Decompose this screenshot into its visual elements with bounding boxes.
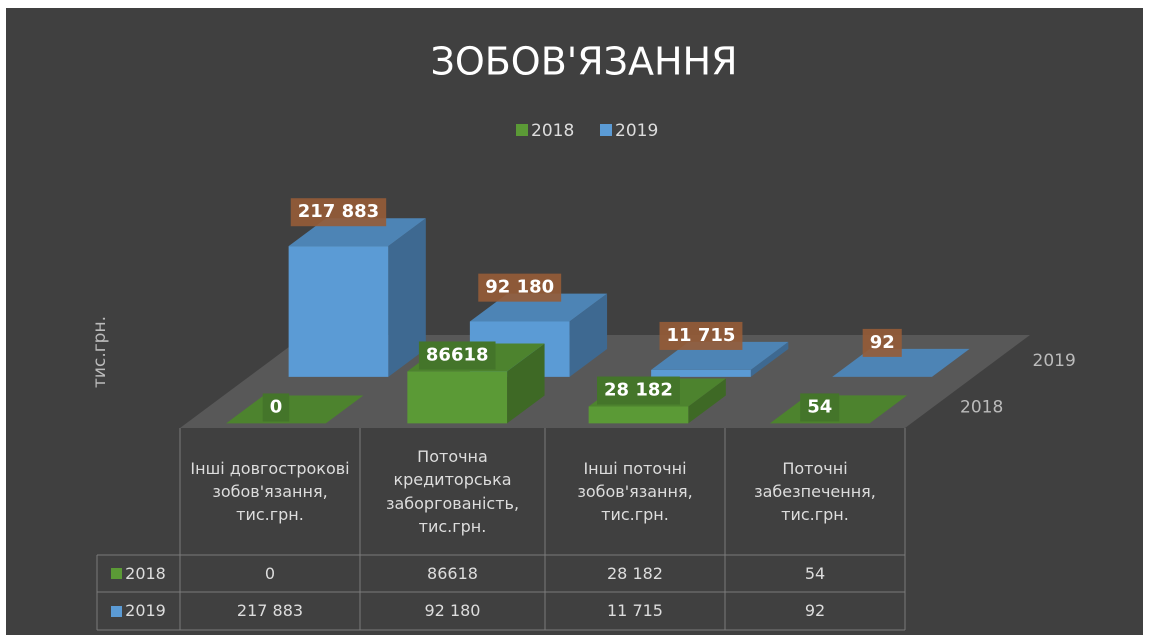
value-label-box: [862, 328, 902, 357]
bar-front: [651, 369, 751, 377]
value-label: 92: [870, 332, 895, 353]
legend-label: 2018: [531, 121, 574, 141]
chart-title: ЗОБОВ'ЯЗАННЯ: [430, 40, 737, 84]
legend-swatch: [516, 124, 528, 136]
y-axis-label: тис.грн.: [90, 316, 110, 388]
bar: [288, 218, 426, 377]
bar-side: [388, 218, 426, 377]
table-cell: 54: [804, 563, 826, 583]
table-header: Поточна кредиторська заборгованість, тис…: [385, 447, 520, 536]
bar-front: [288, 246, 389, 377]
table-row-label: 2018: [97, 555, 180, 592]
table-header: Інші поточні зобов'язання, тис.грн.: [577, 458, 693, 525]
value-label: 54: [807, 396, 832, 417]
value-label-box: [597, 376, 680, 405]
table-row-label: 2019: [97, 592, 180, 630]
table-series-name: 2019: [125, 601, 166, 621]
value-label: 11 715: [667, 325, 736, 346]
depth-label: 2018: [960, 397, 1003, 417]
value-label-box: [290, 198, 387, 227]
bar-side: [750, 341, 789, 377]
table-header: Поточні забезпечення, тис.грн.: [754, 458, 876, 525]
bar-side: [932, 348, 970, 377]
depth-label: 2019: [1033, 351, 1076, 371]
legend-label: 2019: [615, 121, 658, 141]
table-cell: 92 180: [424, 601, 481, 621]
table-cell: 217 883: [236, 601, 304, 621]
table-swatch: [111, 605, 123, 617]
value-label-box: [262, 393, 290, 422]
table-series-name: 2018: [125, 563, 166, 583]
bar-side: [507, 343, 545, 424]
value-label: 86618: [426, 344, 489, 365]
value-label: 28 182: [604, 380, 673, 401]
table-cell: 92: [804, 601, 826, 621]
bar: [226, 395, 364, 424]
bar-top: [226, 395, 364, 424]
bar-side: [569, 293, 608, 377]
bar-side: [869, 395, 908, 424]
value-label: 92 180: [485, 277, 554, 298]
value-label-box: [418, 341, 496, 370]
value-label-box: [659, 321, 743, 350]
bar-front: [588, 406, 689, 424]
table-header: Інші довгострокові зобов'язання, тис.грн…: [190, 458, 350, 525]
legend-swatch: [600, 124, 612, 136]
value-label: 217 883: [298, 201, 379, 222]
bar-side: [688, 378, 726, 424]
bar-front: [407, 371, 508, 424]
table-cell: 28 182: [607, 563, 663, 583]
value-label-box: [800, 393, 840, 422]
table-cell: 11 715: [607, 601, 663, 621]
table-cell: 0: [264, 563, 276, 583]
table-swatch: [111, 568, 123, 579]
table-cell: 86618: [427, 563, 478, 583]
value-label-box: [478, 273, 562, 302]
value-label: 0: [270, 396, 283, 417]
